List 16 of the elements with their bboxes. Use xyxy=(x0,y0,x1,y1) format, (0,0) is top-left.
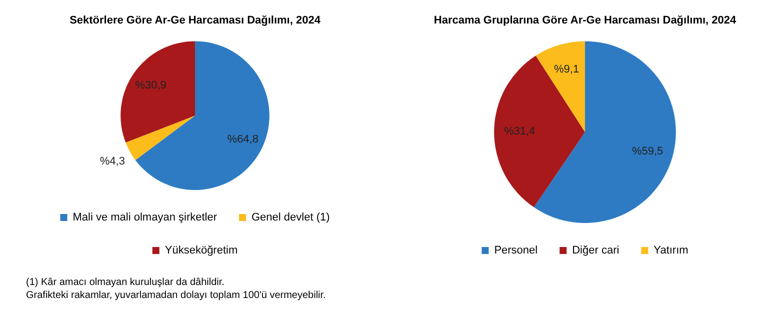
legend-label: Diğer cari xyxy=(572,244,620,257)
legend-label: Personel xyxy=(494,244,538,257)
data-label: %31,4 xyxy=(504,125,536,138)
data-label: %30,9 xyxy=(135,79,166,92)
data-label: %59,5 xyxy=(632,145,664,158)
chart-title: Harcama Gruplarına Göre Ar-Ge Harcaması Dağılımı, 2024 xyxy=(434,14,737,27)
data-label: %4,3 xyxy=(100,155,125,168)
legend-label: Genel devlet (1) xyxy=(252,212,330,224)
data-label: %64,8 xyxy=(227,134,258,146)
legend-label: Mali ve mali olmayan şirketler xyxy=(72,212,218,224)
data-label: %9,1 xyxy=(554,63,580,76)
chart-title: Sektörlere Göre Ar-Ge Harcaması Dağılımı, 2024 xyxy=(70,14,322,27)
legend-label: Yükseköğretim xyxy=(164,244,238,257)
text: (1) Kâr amacı olmayan kuruluşlar da dâhildir. xyxy=(26,276,226,289)
text: Grafikteki rakamlar, yuvarlamadan dolayı toplam 100'ü vermeyebilir. xyxy=(26,289,327,302)
legend-label: Yatırım xyxy=(654,244,688,257)
